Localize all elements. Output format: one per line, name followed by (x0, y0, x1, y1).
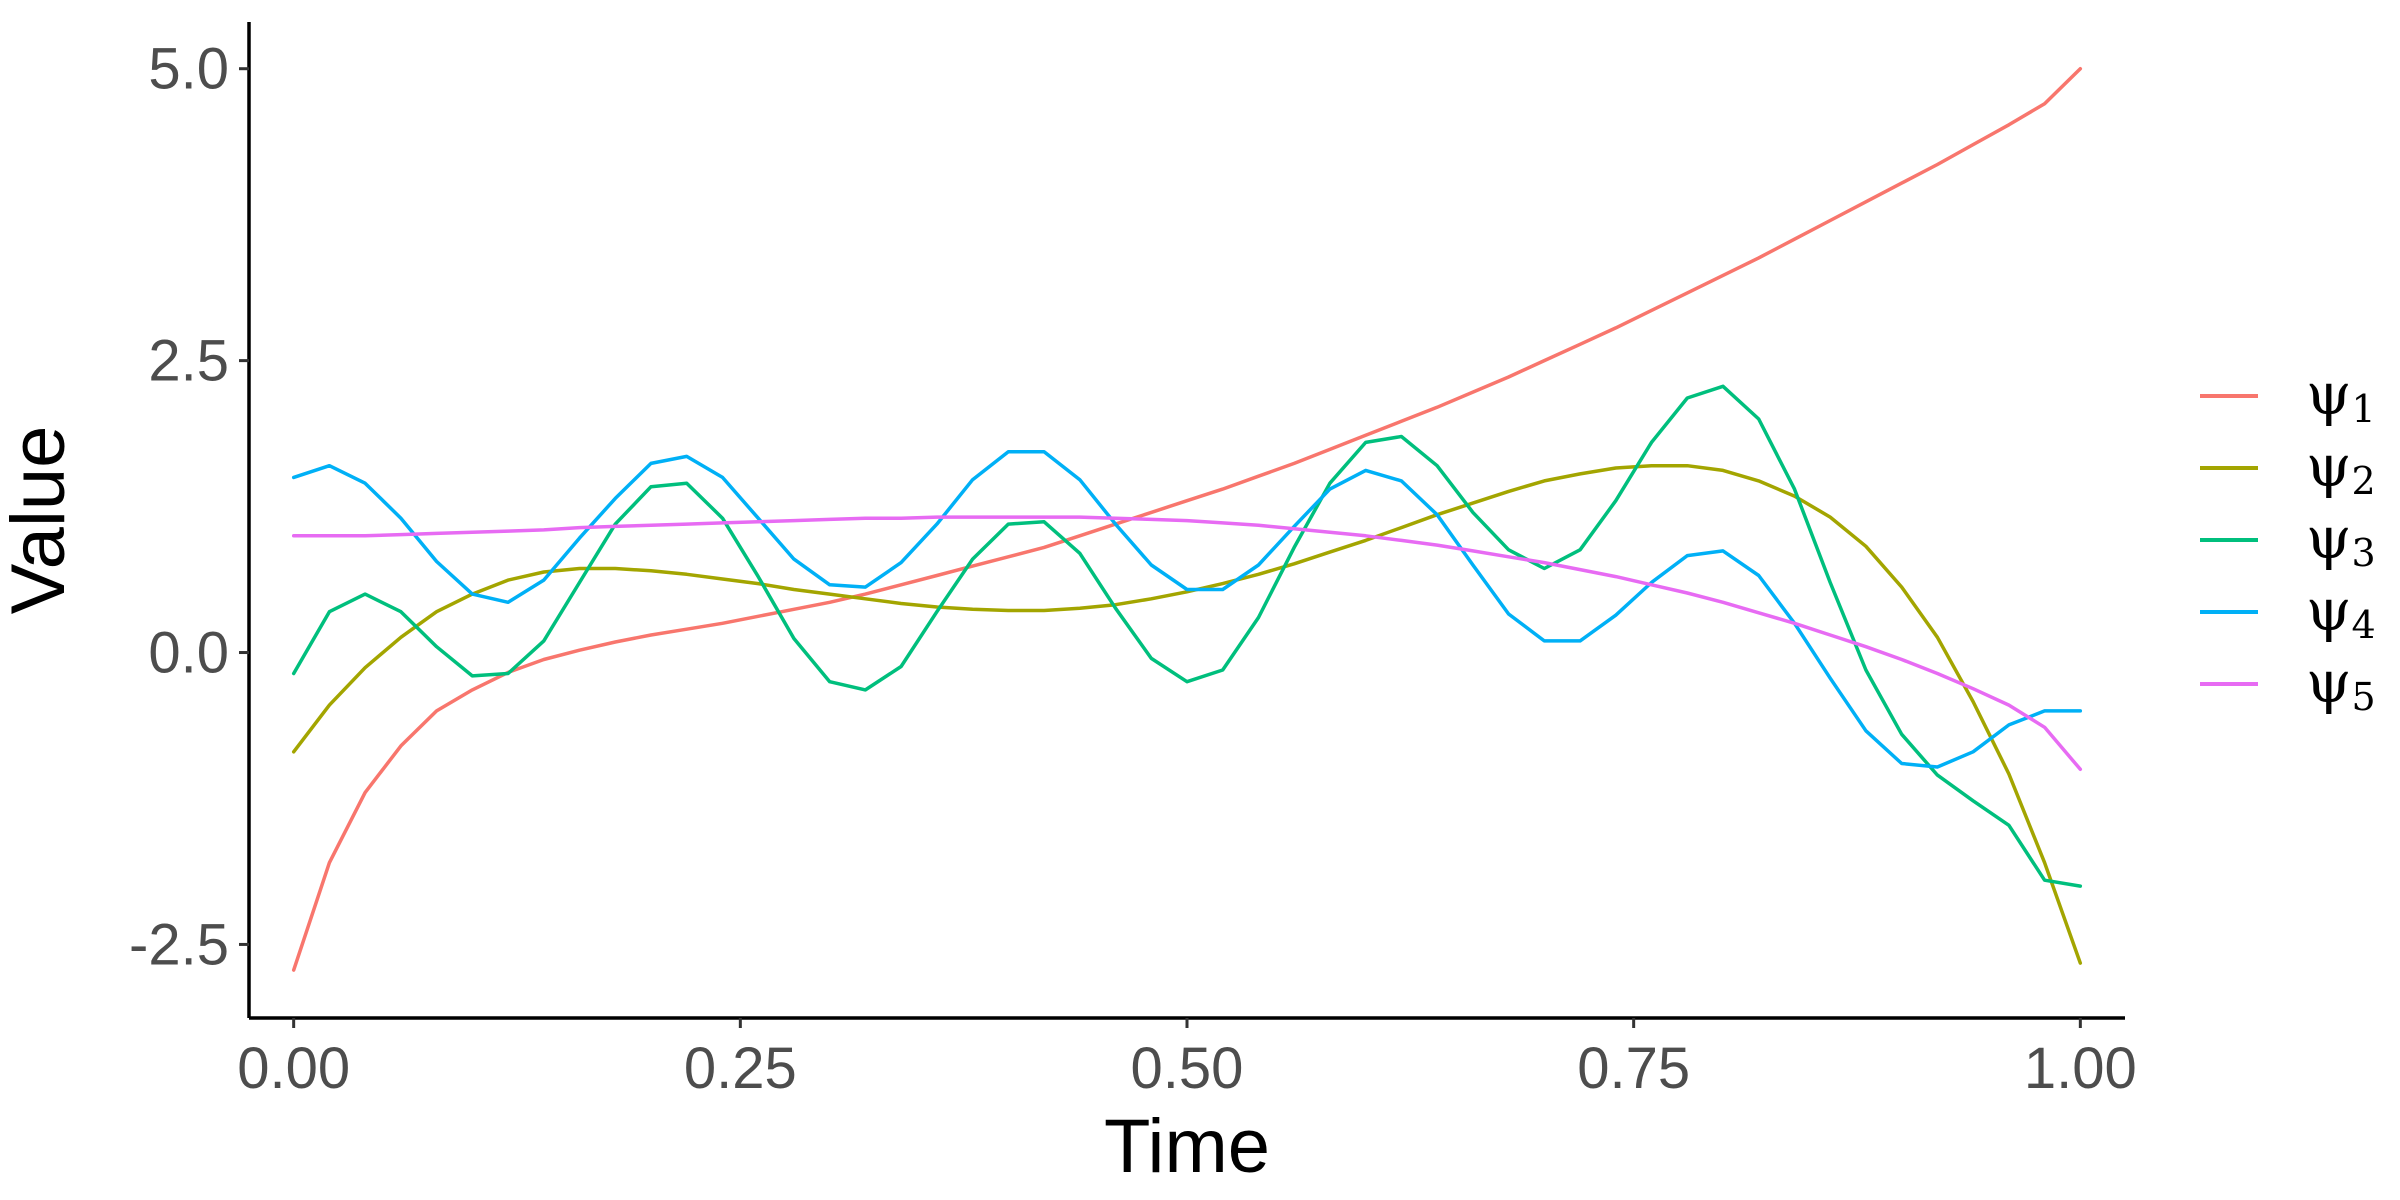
legend-label-psi-5: ψ5 (2306, 648, 2376, 719)
x-tick-label: 0.25 (684, 1036, 797, 1101)
legend-label-psi-3: ψ3 (2306, 504, 2376, 575)
y-tick-label: -2.5 (129, 912, 229, 977)
y-axis-title: Value (0, 426, 81, 615)
legend-label-psi-1: ψ1 (2306, 360, 2376, 431)
x-tick-label: 0.75 (1577, 1036, 1690, 1101)
y-axis-ticks: -2.5 0.0 2.5 5.0 (129, 37, 249, 977)
series-line-psi-3 (291, 384, 2083, 888)
y-tick-label: 0.0 (148, 621, 229, 686)
x-tick-label: 1.00 (2024, 1036, 2137, 1101)
y-tick-label: 2.5 (148, 329, 229, 394)
series-line-psi-2 (291, 463, 2083, 965)
series-line-psi-1 (291, 66, 2083, 972)
series-layer (291, 66, 2083, 972)
series-line-psi-5 (291, 515, 2083, 772)
x-axis-ticks: 0.00 0.25 0.50 0.75 1.00 (237, 1018, 2137, 1101)
y-tick-label: 5.0 (148, 37, 229, 102)
series-line-psi-4 (291, 449, 2083, 769)
legend-label-psi-2: ψ2 (2306, 432, 2376, 503)
legend-label-psi-4: ψ4 (2306, 576, 2376, 647)
x-tick-label: 0.00 (237, 1036, 350, 1101)
x-tick-label: 0.50 (1131, 1036, 1244, 1101)
x-axis-title: Time (1104, 1104, 1270, 1189)
